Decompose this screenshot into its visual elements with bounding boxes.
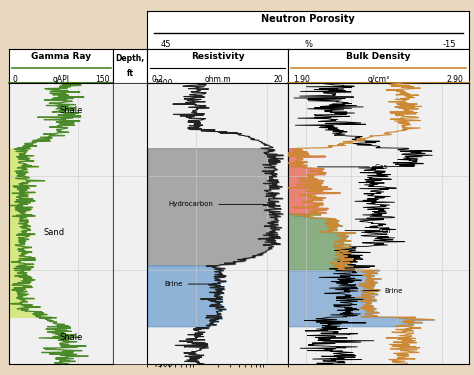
Text: 0: 0 — [13, 75, 18, 84]
Text: gAPI: gAPI — [53, 75, 70, 84]
Text: Gamma Ray: Gamma Ray — [31, 52, 91, 61]
Text: Brine: Brine — [363, 288, 402, 294]
Text: Neutron Porosity: Neutron Porosity — [262, 15, 355, 24]
Text: 45: 45 — [160, 40, 171, 49]
Text: Oil: Oil — [345, 228, 392, 234]
Text: g/cm³: g/cm³ — [367, 75, 390, 84]
Text: 150: 150 — [95, 75, 110, 84]
Text: Shale: Shale — [60, 106, 83, 115]
Text: -15: -15 — [443, 40, 456, 49]
Text: 0.2: 0.2 — [152, 75, 164, 84]
Text: 2.90: 2.90 — [447, 75, 464, 84]
Text: 1.90: 1.90 — [293, 75, 310, 84]
Text: Shale: Shale — [60, 333, 83, 342]
Text: ft: ft — [127, 69, 134, 78]
Text: 20: 20 — [274, 75, 283, 84]
Text: Resistivity: Resistivity — [191, 52, 244, 61]
Text: Bulk Density: Bulk Density — [346, 52, 410, 61]
Text: ohm.m: ohm.m — [204, 75, 231, 84]
Text: Depth,: Depth, — [116, 54, 145, 63]
Text: Sand: Sand — [44, 228, 65, 237]
Text: %: % — [304, 40, 312, 49]
Text: Brine: Brine — [164, 281, 211, 287]
Text: Hydrocarbon: Hydrocarbon — [169, 201, 264, 207]
Text: Gas: Gas — [318, 164, 388, 170]
